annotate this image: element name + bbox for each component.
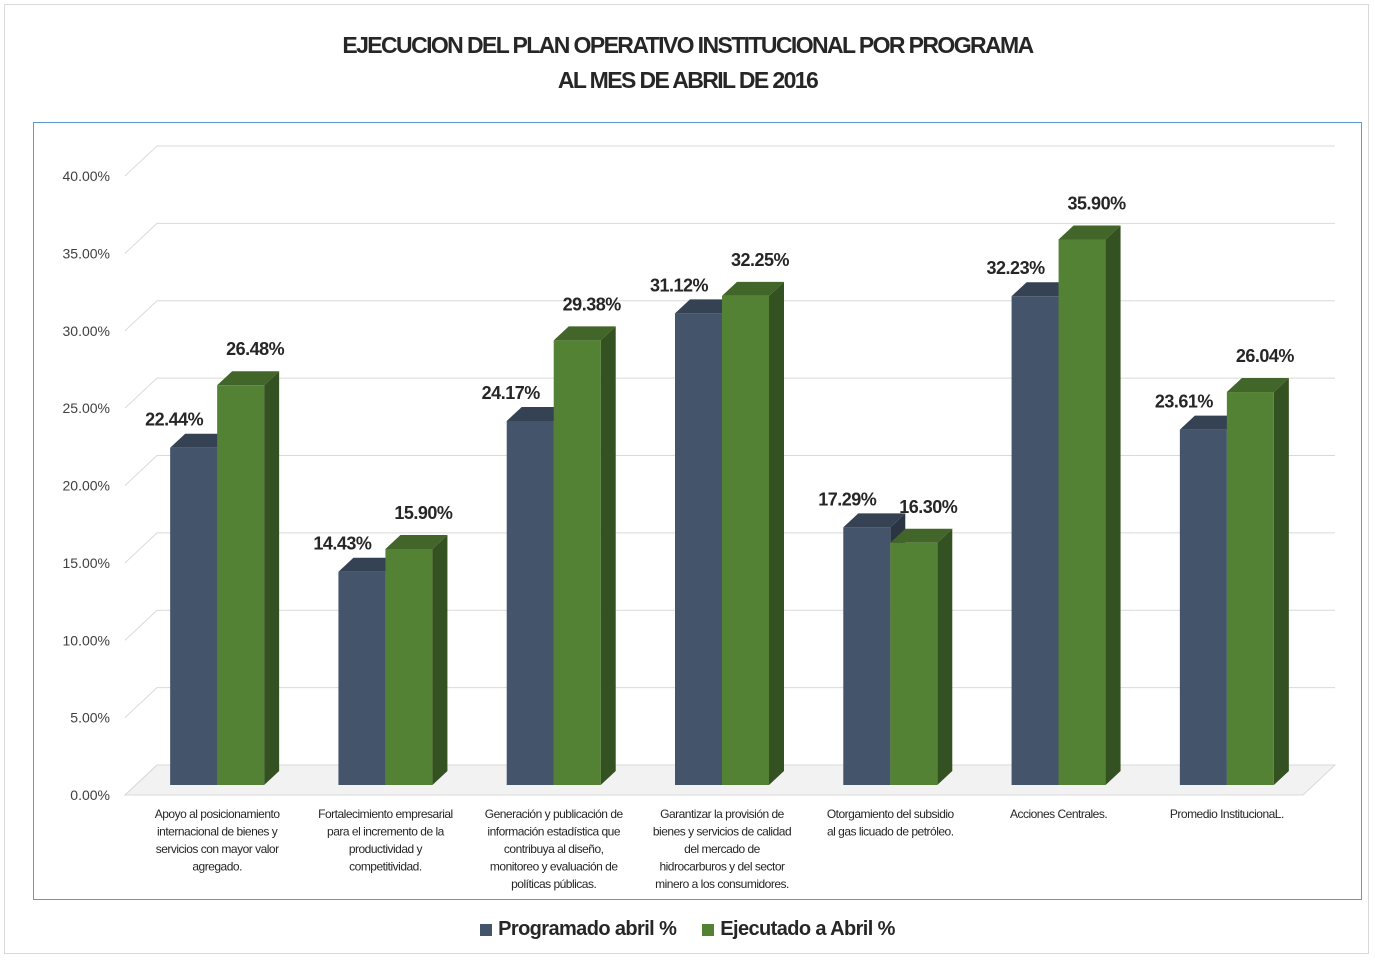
bar-side [1105,225,1121,785]
chart-frame [4,4,1369,954]
y-tick-label: 25.00% [63,400,110,416]
gridline [124,145,1335,177]
bar [170,447,218,785]
x-category-label: monitoreo y evaluación de [490,860,618,874]
bar-side [1273,378,1289,785]
x-category-label: competitividad. [349,860,422,874]
bar [506,420,554,785]
bar-side [432,534,448,785]
data-label: 35.90% [1068,193,1127,213]
y-tick-label: 5.00% [70,710,110,726]
x-category-label: servicios con mayor valor [156,842,279,856]
plot-area-border [33,122,1362,900]
data-label: 22.44% [145,410,204,430]
data-label: 26.48% [226,339,285,359]
data-label: 23.61% [1155,392,1214,412]
legend-swatch-programado [480,923,493,936]
data-label: 32.25% [731,250,790,270]
x-category-label: Generación y publicación de [485,807,624,821]
legend-item-programado: Programado abril % [480,918,677,941]
x-category-label: productividad y [349,842,423,856]
x-category-label: Acciones Centrales. [1010,807,1107,821]
x-category-label: bienes y servicios de calidad [653,825,791,839]
x-category-label: Apoyo al posicionamiento [155,807,281,821]
bar [385,548,433,785]
bar [843,527,891,785]
bar-side [264,371,280,785]
y-tick-label: 0.00% [70,787,110,803]
x-category-label: hidrocarburos y del sector [659,860,785,874]
gridline [124,300,1335,332]
bar [553,340,601,785]
legend: Programado abril % Ejecutado a Abril % [0,918,1375,941]
y-tick-label: 35.00% [63,245,110,261]
x-category-label: políticas públicas. [511,877,596,891]
data-label: 15.90% [394,503,453,523]
bar-top [1179,415,1242,430]
x-category-label: agregado. [192,860,242,874]
bar-top [553,326,616,341]
x-category-label: para el incremento de la [327,825,445,839]
x-category-label: internacional de bienes y [157,825,278,839]
bar-top [338,557,401,572]
data-label: 24.17% [482,383,541,403]
legend-label-programado: Programado abril % [498,918,677,940]
bar-top [675,299,737,314]
data-label: 17.29% [818,489,877,509]
x-category-label: Otorgamiento del subsidio [827,807,955,821]
x-category-label: minero a los consumidores. [655,877,789,891]
bar-top [843,513,906,528]
bar [1226,392,1274,785]
bar [338,571,386,785]
x-category-label: contribuya al diseño, [504,842,604,856]
legend-item-ejecutado: Ejecutado a Abril % [702,918,895,941]
x-category-label: Garantizar la provisión de [660,807,785,821]
chart-title-line-2: AL MES DE ABRIL DE 2016 [557,67,819,93]
bar-top [1011,282,1074,297]
data-label: 29.38% [563,294,622,314]
bar [1058,239,1106,785]
gridline [124,377,1335,409]
y-tick-label: 20.00% [63,478,110,494]
bar-top [170,433,233,448]
y-tick-label: 40.00% [63,168,110,184]
data-label: 16.30% [899,497,958,517]
bar [675,313,722,785]
chart-title: EJECUCION DEL PLAN OPERATIVO INSTITUCION… [0,28,1375,98]
bar-side [937,528,953,785]
data-label: 32.23% [987,258,1046,278]
bar [1011,296,1059,785]
bar-top [890,528,953,543]
bar-top [1058,225,1121,240]
bar-top [217,371,280,386]
data-label: 31.12% [650,275,709,295]
data-label: 14.43% [313,534,372,554]
x-category-label: Promedio InstitucionaL. [1170,807,1284,821]
bar-top [722,281,784,296]
bar-top [385,534,448,549]
bar [722,295,769,785]
data-label: 26.04% [1236,346,1295,366]
bar [217,385,265,785]
bar-top [506,406,569,421]
bar-top [1226,378,1289,393]
bar [890,542,938,785]
gridline [124,222,1335,254]
x-category-label: Fortalecimiento empresarial [318,807,453,821]
x-category-label: información estadística que [487,825,620,839]
x-category-label: al gas licuado de petróleo. [827,825,954,839]
legend-label-ejecutado: Ejecutado a Abril % [720,918,895,940]
legend-swatch-ejecutado [702,923,715,936]
bar-side [600,326,616,785]
bar-side [769,281,784,785]
chart-title-line-1: EJECUCION DEL PLAN OPERATIVO INSTITUCION… [342,32,1034,58]
y-tick-label: 30.00% [63,323,110,339]
gridline [124,455,1335,486]
x-category-label: del mercado de [684,842,761,856]
bar [1179,429,1227,785]
y-tick-label: 15.00% [63,555,110,571]
y-tick-label: 10.00% [63,632,110,648]
